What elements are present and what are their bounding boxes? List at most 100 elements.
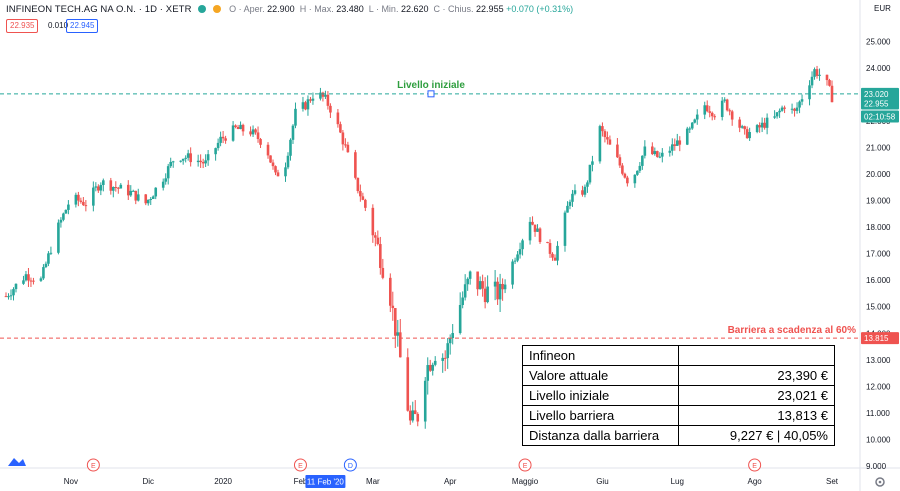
candle-body [533,224,537,232]
candle-body [573,190,577,194]
candle-body [546,241,549,244]
candle-body [44,263,48,268]
summary-row: Valore attuale 23,390 € [522,365,835,386]
candle-body [199,160,202,163]
candle-body [793,108,796,111]
candle-body [493,281,497,287]
ask-price-box[interactable]: 22.945 [66,19,99,33]
candlesticks [4,65,834,429]
candle-body [513,260,517,262]
candle-body [234,125,237,127]
candle-body [304,102,307,110]
candle-body [653,151,657,155]
candle-body [521,240,524,250]
candle-body [528,221,532,241]
gear-icon[interactable] [875,477,885,487]
candle-body [134,190,138,201]
candle-body [651,146,654,155]
candle-body [446,343,449,359]
summary-row: Infineon [522,345,835,366]
ohlc-readout: O · Aper. 22.900 H · Max. 23.480 L · Min… [229,4,574,14]
candle-body [129,190,133,196]
candle-body [171,161,175,163]
candle-body [773,116,776,118]
x-tick-label: Mar [366,477,380,486]
candle-body [725,99,729,111]
last-price-badge-bg [861,97,899,110]
candle-body [24,274,28,281]
candle-body [249,131,252,135]
candle-body [359,191,362,197]
candle-body [758,125,761,128]
candle-body [184,157,187,159]
candle-body [269,155,272,163]
candle-body [97,186,100,191]
candle-body [551,253,554,258]
countdown-badge-bg [861,110,899,123]
last-price-badge: 22.955 [864,100,889,109]
candle-body [658,156,662,158]
candle-body [276,172,280,177]
summary-value [678,345,835,366]
open-value: 22.900 [267,4,295,14]
candle-body [393,308,397,336]
summary-row: Distanza dalla barriera 9,227 € | 40,05% [522,425,835,446]
candle-body [808,85,811,100]
candle-body [219,136,222,143]
summary-label: Valore attuale [522,365,679,386]
event-marker[interactable] [343,458,357,472]
candle-body [109,180,113,191]
candle-body [32,280,35,282]
bid-price-box[interactable]: 22.935 [6,19,39,33]
candle-body [563,212,567,246]
close-value: 22.955 [476,4,504,14]
countdown-badge: 02:10:58 [864,113,896,122]
candle-body [511,261,514,285]
candle-body [271,162,275,167]
event-marker[interactable] [293,458,307,472]
candle-body [486,286,489,303]
candle-body [536,228,539,232]
candle-body [810,76,814,86]
candle-body [284,167,287,177]
tradingview-logo-icon[interactable] [8,458,26,466]
candle-body [326,94,330,106]
candle-body [638,165,642,171]
event-marker[interactable] [748,458,762,472]
candle-body [144,194,148,204]
candle-body [27,274,30,281]
event-marker[interactable] [518,458,532,472]
candle-body [102,180,105,185]
candle-body [463,284,467,298]
candle-body [443,357,447,359]
candle-body [379,244,382,268]
y-tick-label: 20.000 [866,170,891,179]
candle-body [728,110,731,112]
candle-body [795,107,799,111]
candle-body [22,280,25,284]
candle-body [501,283,504,290]
candle-body [204,160,207,164]
candle-body [636,170,639,175]
change-value: +0.070 (+0.31%) [506,4,574,14]
barrier-level-badge-bg [861,332,899,345]
candle-body [548,243,552,254]
candle-body [136,194,140,201]
candle-body [426,365,430,381]
candle-body [112,187,115,191]
candle-body [319,92,322,99]
candle-body [7,296,10,298]
candle-body [813,69,816,77]
candle-body [389,277,392,306]
candle-body [553,257,557,261]
candle-body [329,105,332,113]
event-marker-letter: E [91,463,96,470]
line-handle[interactable] [427,90,435,98]
event-marker[interactable] [86,458,100,472]
candle-body [588,164,592,183]
candle-body [161,181,165,188]
candle-body [738,119,741,128]
symbol-title[interactable]: INFINEON TECH.AG NA O.N. · 1D · XETR [6,4,192,15]
candle-body [556,245,559,261]
